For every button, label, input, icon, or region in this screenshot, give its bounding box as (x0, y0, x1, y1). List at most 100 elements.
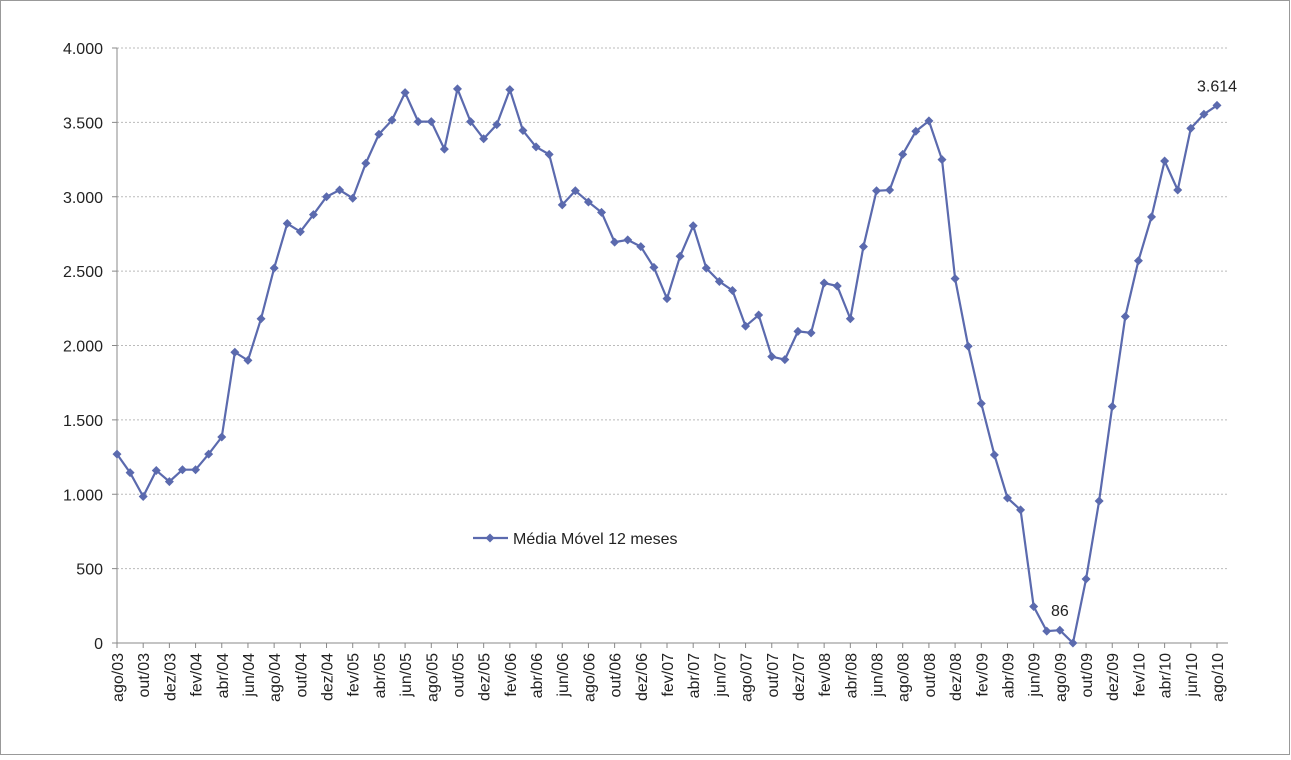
point-marker (1186, 123, 1196, 133)
x-tick-label: fev/05 (346, 653, 363, 697)
point-marker (597, 207, 607, 217)
x-tick-label: dez/06 (634, 653, 651, 701)
x-tick-label: ago/08 (896, 653, 913, 702)
x-tick-label: dez/05 (477, 653, 494, 701)
point-marker (714, 277, 724, 287)
x-tick-label: out/03 (136, 653, 153, 698)
legend-label: Média Móvel 12 meses (513, 531, 678, 548)
point-marker (1107, 401, 1117, 411)
x-tick-label: dez/03 (162, 653, 179, 701)
point-marker (308, 210, 318, 220)
x-tick-label: jun/09 (1027, 653, 1044, 698)
point-marker (230, 347, 240, 357)
x-tick-label: abr/04 (215, 653, 232, 698)
point-marker (819, 278, 829, 288)
point-marker (806, 328, 816, 338)
x-tick-label: out/08 (922, 653, 939, 698)
x-tick-label: abr/08 (843, 653, 860, 698)
y-tick-label: 2.000 (63, 339, 103, 356)
point-marker (1081, 574, 1091, 584)
point-marker (243, 355, 253, 365)
point-marker (138, 491, 148, 501)
point-marker (636, 242, 646, 252)
point-marker (295, 227, 305, 237)
x-tick-label: out/05 (450, 653, 467, 698)
point-marker (387, 115, 397, 125)
point-marker (479, 134, 489, 144)
point-marker (348, 193, 358, 203)
x-tick-label: ago/10 (1210, 653, 1227, 702)
point-marker (872, 186, 882, 196)
point-marker (1147, 212, 1157, 222)
x-tick-label: out/07 (765, 653, 782, 698)
x-tick-label: ago/09 (1053, 653, 1070, 702)
point-marker (1016, 505, 1026, 515)
y-tick-label: 0 (94, 636, 103, 653)
data-label: 86 (1051, 603, 1069, 620)
point-marker (963, 341, 973, 351)
point-marker (911, 126, 921, 136)
y-tick-label: 3.000 (63, 190, 103, 207)
x-tick-label: out/09 (1079, 653, 1096, 698)
x-tick-label: dez/09 (1105, 653, 1122, 701)
x-tick-label: abr/05 (372, 653, 389, 698)
point-marker (937, 155, 947, 165)
y-tick-label: 4.000 (63, 41, 103, 58)
point-marker (1068, 638, 1078, 648)
point-marker (623, 235, 633, 245)
point-marker (675, 251, 685, 261)
point-marker (1094, 496, 1104, 506)
x-tick-label: ago/06 (581, 653, 598, 702)
point-marker (1029, 602, 1039, 612)
point-marker (701, 263, 711, 273)
point-marker (924, 116, 934, 126)
y-tick-label: 500 (76, 562, 103, 579)
point-marker (1120, 311, 1130, 321)
x-tick-label: abr/07 (686, 653, 703, 698)
point-marker (466, 117, 476, 127)
point-marker (531, 142, 541, 152)
x-tick-label: ago/03 (110, 653, 127, 702)
point-marker (989, 450, 999, 460)
point-marker (204, 449, 214, 459)
point-marker (780, 355, 790, 365)
x-tick-label: dez/04 (320, 653, 337, 701)
point-marker (832, 281, 842, 291)
point-marker (610, 237, 620, 247)
point-marker (741, 321, 751, 331)
x-tick-label: fev/06 (503, 653, 520, 697)
x-tick-label: jun/04 (241, 653, 258, 698)
y-tick-label: 1.000 (63, 487, 103, 504)
point-marker (898, 149, 908, 159)
x-tick-label: ago/04 (267, 653, 284, 702)
point-marker (505, 85, 515, 95)
point-marker (544, 149, 554, 159)
point-marker (950, 274, 960, 284)
point-marker (662, 294, 672, 304)
x-tick-label: fev/10 (1131, 653, 1148, 697)
point-marker (413, 117, 423, 127)
point-marker (649, 262, 659, 272)
x-tick-label: fev/07 (660, 653, 677, 697)
point-marker (570, 186, 580, 196)
x-tick-label: jun/06 (555, 653, 572, 698)
point-marker (688, 221, 698, 231)
x-tick-label: fev/08 (817, 653, 834, 697)
data-label: 3.614 (1197, 78, 1237, 95)
x-tick-label: dez/07 (791, 653, 808, 701)
point-marker (322, 192, 332, 202)
x-tick-label: out/06 (608, 653, 625, 698)
point-marker (164, 477, 174, 487)
x-tick-label: fev/04 (189, 653, 206, 697)
point-marker (1212, 100, 1222, 110)
point-marker (439, 144, 449, 154)
point-marker (976, 399, 986, 409)
point-marker (151, 465, 161, 475)
x-tick-label: jun/07 (712, 653, 729, 698)
point-marker (1133, 256, 1143, 266)
point-marker (374, 129, 384, 139)
point-marker (492, 120, 502, 130)
